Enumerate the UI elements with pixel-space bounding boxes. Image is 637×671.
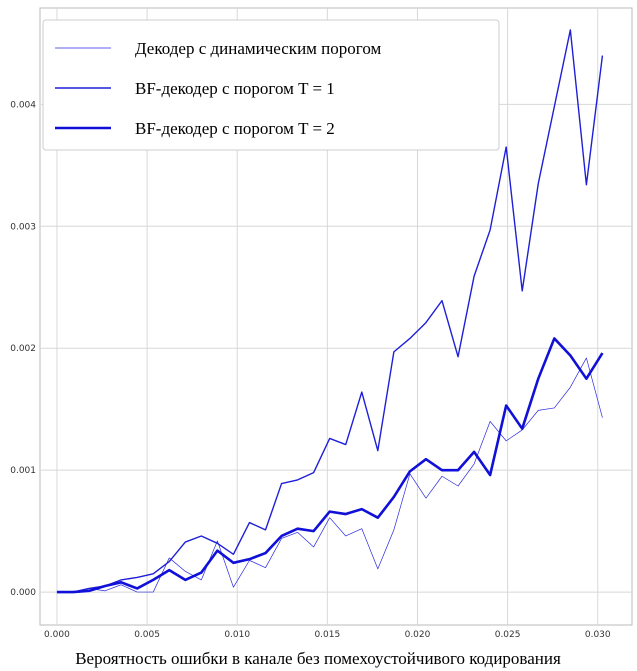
legend-label: Декодер с динамическим порогом [135,39,381,58]
x-tick-label: 0.005 [134,630,160,640]
y-tick-label: 0.003 [10,222,36,232]
x-tick-label: 0.020 [405,630,431,640]
y-tick-label: 0.002 [10,344,36,354]
legend-label: BF-декодер с порогом T = 2 [135,119,335,138]
y-tick-label: 0.001 [10,466,36,476]
legend-box [42,19,500,151]
series-line [56,337,604,594]
y-tick-label: 0.004 [10,100,36,110]
x-tick-label: 0.000 [44,630,70,640]
legend-label: BF-декодер с порогом T = 1 [135,79,335,98]
x-tick-label: 0.025 [495,630,521,640]
series-line [56,29,604,593]
series-line [56,357,603,593]
x-axis-label: Вероятность ошибки в канале без помехоус… [75,649,561,668]
x-tick-label: 0.010 [224,630,250,640]
x-tick-label: 0.015 [314,630,340,640]
y-tick-label: 0.000 [10,588,36,598]
x-tick-label: 0.030 [585,630,611,640]
